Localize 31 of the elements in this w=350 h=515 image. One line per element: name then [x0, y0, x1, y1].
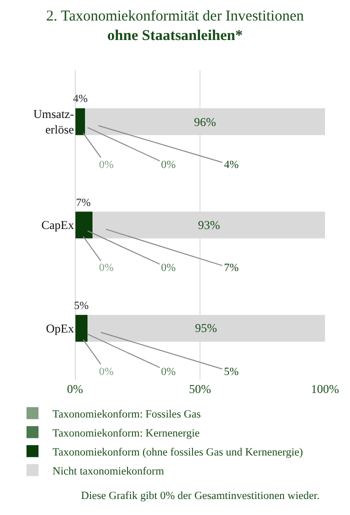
annotation: 0% — [161, 262, 176, 274]
y-tick-label: CapEx — [41, 218, 74, 232]
data-label: 4% — [73, 93, 88, 105]
bar — [75, 212, 92, 238]
data-label: 93% — [198, 218, 220, 232]
x-tick-label: 100% — [311, 382, 339, 396]
text: Diese Grafik gibt 0% der Gesamtinvestitionen wieder. — [81, 490, 320, 502]
data-label: 95% — [195, 321, 217, 335]
annotation: 5% — [224, 366, 239, 378]
annotation: 0% — [99, 159, 114, 171]
annotation: 4% — [224, 159, 239, 171]
annotation: 0% — [99, 366, 114, 378]
y-tick-label: Umsatz- erlöse — [33, 107, 74, 137]
legend-label: Nicht taxonomiekonform — [52, 465, 164, 478]
bar — [75, 314, 88, 342]
x-tick-label: 0% — [67, 382, 83, 396]
annotation: 0% — [99, 262, 114, 274]
data-label: 96% — [194, 115, 216, 129]
annotation: 0% — [161, 159, 176, 171]
y-tick-label: OpEx — [46, 322, 74, 336]
chart-title: 2. Taxonomiekonformität der Investitionen — [46, 8, 304, 25]
annotation: 7% — [224, 262, 239, 274]
x-tick-label: 50% — [189, 382, 211, 396]
legend-label: Taxonomiekonform: Fossiles Gas — [52, 408, 201, 420]
legend-label: Taxonomiekonform: Kernenergie — [52, 427, 200, 440]
data-label: 7% — [76, 197, 91, 209]
legend-label: Taxonomiekonform (ohne fossiles Gas und Kernenergie) — [52, 446, 304, 458]
annotation: 0% — [161, 366, 176, 378]
chart-subtitle: ohne Staatsanleihen* — [107, 28, 243, 44]
bar — [75, 108, 85, 136]
data-label: 5% — [74, 300, 89, 312]
